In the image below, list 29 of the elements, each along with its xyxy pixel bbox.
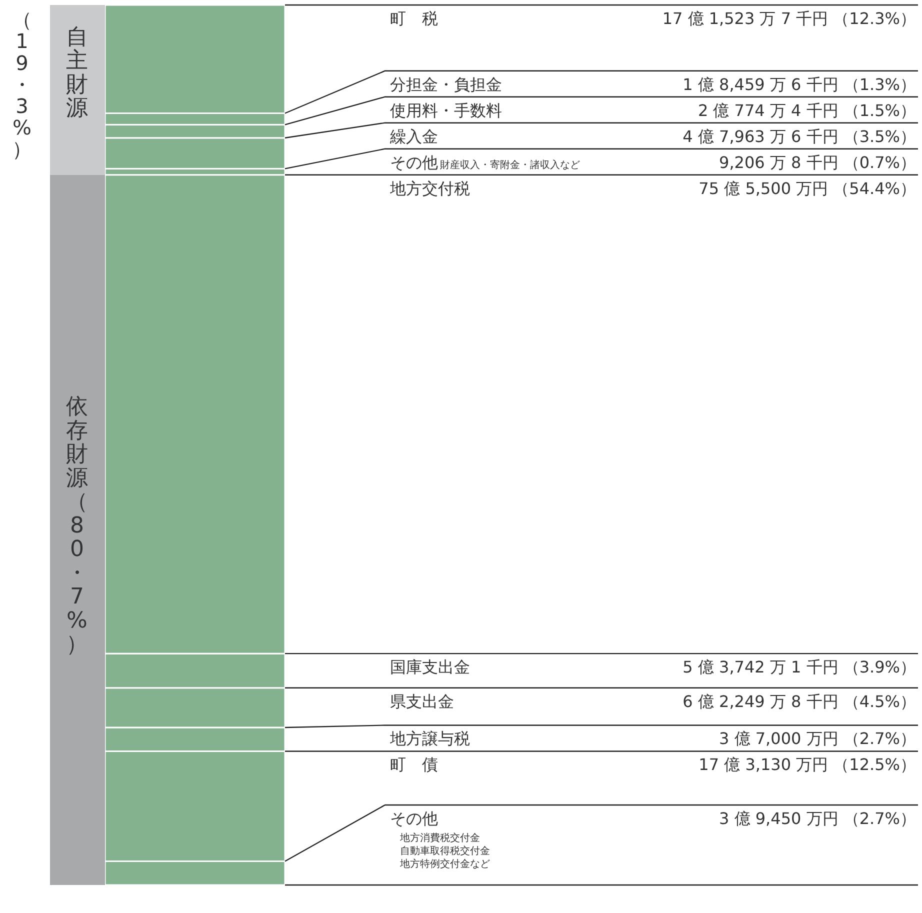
text: 依存財源（80・7%） <box>66 394 88 658</box>
data-label: 17 億 3,130 万円 （12.5%） <box>698 755 916 774</box>
text: 地方譲与税 <box>389 729 470 748</box>
text: 自動車取得税交付金 <box>400 845 490 857</box>
text: （19・3%） <box>12 8 32 162</box>
text: その他 <box>390 152 438 172</box>
text: 町 税 <box>390 9 438 28</box>
data-label: 9,206 万 8 千円 （0.7%） <box>719 152 916 172</box>
data-label: 1 億 8,459 万 6 千円 （1.3%） <box>682 74 916 94</box>
data-label: 17 億 1,523 万 7 千円 （12.3%） <box>662 9 916 28</box>
text: 繰入金 <box>389 126 438 146</box>
data-label: 3 億 9,450 万円 （2.7%） <box>719 809 916 828</box>
text: 自主財源 <box>66 24 88 122</box>
text: 地方消費税交付金 <box>399 832 480 844</box>
text: 地方交付税 <box>389 178 470 198</box>
data-label: 5 億 3,742 万 1 千円 （3.9%） <box>682 658 916 677</box>
text: 国庫支出金 <box>390 658 470 677</box>
text: 使用料・手数料 <box>390 100 502 120</box>
data-label: 3 億 7,000 万円 （2.7%） <box>719 729 916 748</box>
text: 地方特例交付金など <box>399 858 490 870</box>
text: その他 <box>390 809 438 828</box>
text: 財産収入・寄附金・諸収入など <box>440 158 580 171</box>
data-label: 6 億 2,249 万 8 千円 （4.5%） <box>682 692 916 711</box>
data-label: 4 億 7,963 万 6 千円 （3.5%） <box>682 126 916 146</box>
text: 町 債 <box>390 755 438 774</box>
text: 県支出金 <box>390 692 454 711</box>
text: 分担金・負担金 <box>390 74 502 94</box>
data-label: 2 億 774 万 4 千円 （1.5%） <box>698 100 916 120</box>
data-label: 75 億 5,500 万円 （54.4%） <box>698 178 916 198</box>
